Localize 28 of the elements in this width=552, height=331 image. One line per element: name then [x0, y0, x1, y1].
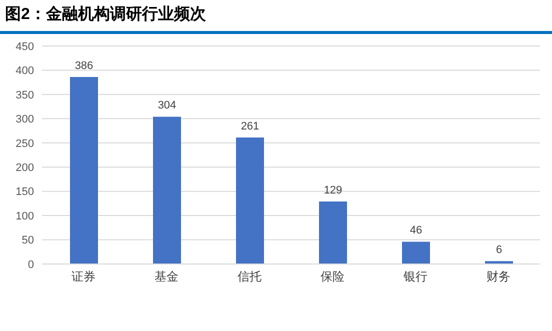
y-tick-label: 300 — [16, 114, 34, 126]
y-tick-label: 350 — [16, 89, 34, 102]
bar — [402, 242, 430, 264]
bar — [319, 202, 347, 264]
x-tick-label: 信托 — [238, 270, 262, 284]
y-tick-label: 50 — [22, 234, 34, 247]
y-tick-label: 200 — [16, 162, 34, 174]
y-tick-label: 150 — [16, 186, 34, 198]
bar — [153, 116, 181, 264]
y-tick-label: 0 — [28, 258, 34, 271]
chart-title: 图2：金融机构调研行业频次 — [5, 4, 206, 25]
y-tick-label: 450 — [16, 40, 34, 53]
y-tick-label: 400 — [16, 65, 34, 78]
data-label: 304 — [158, 100, 176, 112]
data-label: 46 — [410, 224, 422, 237]
x-tick-label: 保险 — [320, 270, 344, 284]
bar — [236, 138, 264, 264]
x-tick-label: 基金 — [154, 270, 178, 284]
data-label: 386 — [74, 60, 94, 72]
data-label: 261 — [240, 120, 260, 133]
data-label: 129 — [324, 184, 342, 197]
x-tick-label: 银行 — [402, 270, 428, 284]
x-tick-label: 证券 — [72, 270, 96, 284]
y-tick-label: 250 — [16, 138, 34, 150]
bar — [70, 77, 98, 264]
x-tick-label: 财务 — [486, 270, 510, 284]
y-tick-label: 100 — [16, 210, 34, 222]
data-label: 6 — [496, 244, 502, 256]
